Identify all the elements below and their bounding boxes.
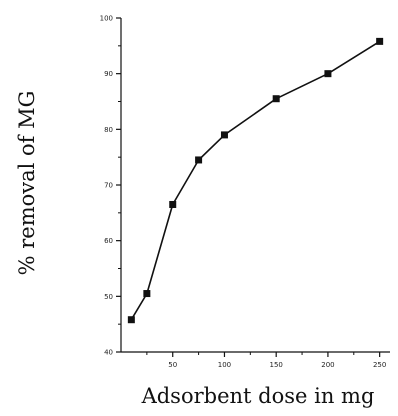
data-point-marker xyxy=(195,156,203,164)
data-point-marker xyxy=(324,70,332,78)
data-point-marker xyxy=(143,290,151,298)
y-tick-label: 50 xyxy=(104,293,113,301)
data-point-marker xyxy=(220,131,228,139)
y-tick-label: 40 xyxy=(104,349,113,357)
y-axis-title: % removal of MG xyxy=(15,91,39,276)
x-tick-label: 250 xyxy=(373,361,386,369)
series-line xyxy=(130,40,381,321)
data-point-marker xyxy=(272,95,280,103)
data-point-marker xyxy=(376,37,384,45)
x-tick-label: 200 xyxy=(321,361,334,369)
y-tick-label: 90 xyxy=(104,70,113,78)
data-point-marker xyxy=(169,200,177,208)
x-axis-title: Adsorbent dose in mg xyxy=(141,384,375,408)
y-tick-label: 70 xyxy=(104,182,113,190)
x-tick-label: 150 xyxy=(270,361,283,369)
y-tick-label: 80 xyxy=(104,126,113,134)
x-tick-label: 50 xyxy=(168,361,177,369)
data-point-marker xyxy=(127,316,135,324)
series-layer xyxy=(127,37,384,324)
x-tick-label: 100 xyxy=(218,361,231,369)
x-axis-ticks: 50 100 150 200 250 xyxy=(146,352,386,369)
y-axis-ticks: 40 50 60 70 80 90 100 xyxy=(100,15,121,357)
y-tick-label: 60 xyxy=(104,237,113,245)
y-tick-label: 100 xyxy=(100,15,113,23)
plot-frame xyxy=(120,18,390,353)
